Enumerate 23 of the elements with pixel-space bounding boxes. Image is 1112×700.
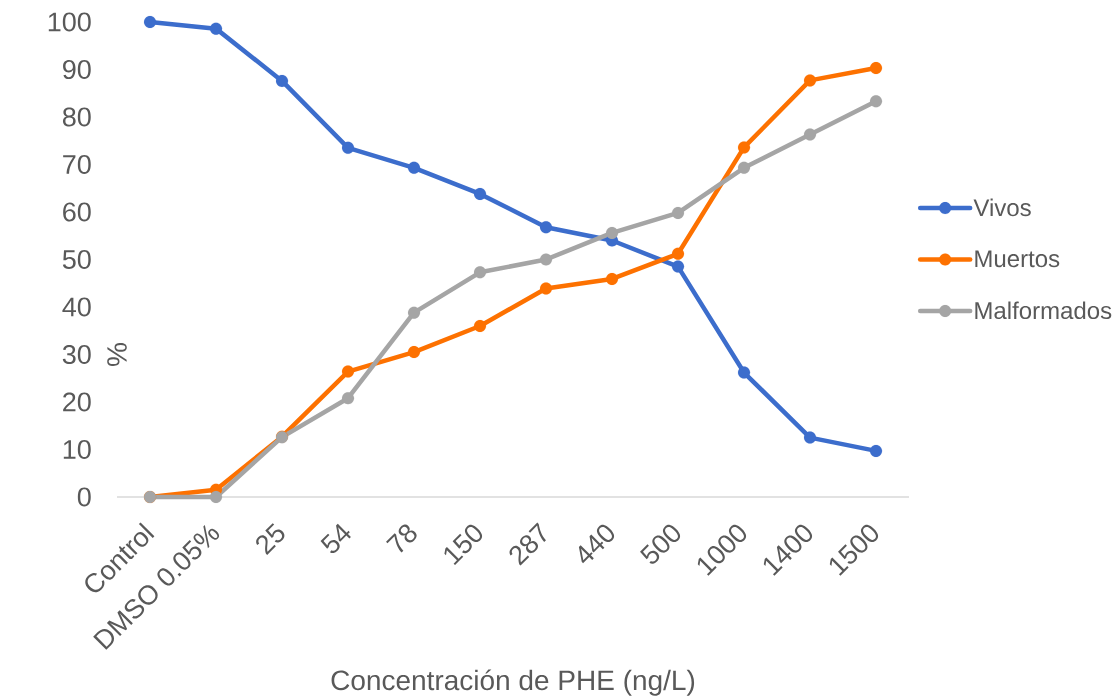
y-tick-label: 90 [63, 59, 91, 80]
y-tick-label: 20 [63, 392, 91, 412]
x-tick-label: 78 [386, 524, 417, 553]
x-tick-label: 150 [444, 524, 483, 566]
x-axis-title: Concentración de PHE (ng/L) [331, 669, 695, 696]
legend-label: Malformados [975, 301, 1112, 320]
y-tick-label: 80 [62, 107, 91, 127]
x-tick-label: 440 [578, 524, 615, 564]
legend-label: Vivos [973, 198, 1031, 217]
y-tick-label: 40 [62, 297, 91, 317]
x-tick-label: 500 [640, 524, 681, 564]
y-tick-label: 30 [62, 344, 91, 365]
y-tick-label: 50 [62, 249, 91, 270]
legend-label: Muertos [975, 250, 1060, 268]
x-tick-label: 54 [320, 523, 351, 554]
y-axis-title: % [107, 343, 127, 366]
y-tick-label: 100 [48, 12, 91, 32]
y-tick-label: 10 [63, 439, 91, 460]
x-tick-label: 25 [256, 523, 285, 555]
y-tick-label: 70 [63, 154, 91, 175]
y-tick-label: 0 [77, 487, 91, 507]
x-tick-label: 287 [509, 522, 546, 566]
y-tick-label: 60 [63, 202, 91, 222]
